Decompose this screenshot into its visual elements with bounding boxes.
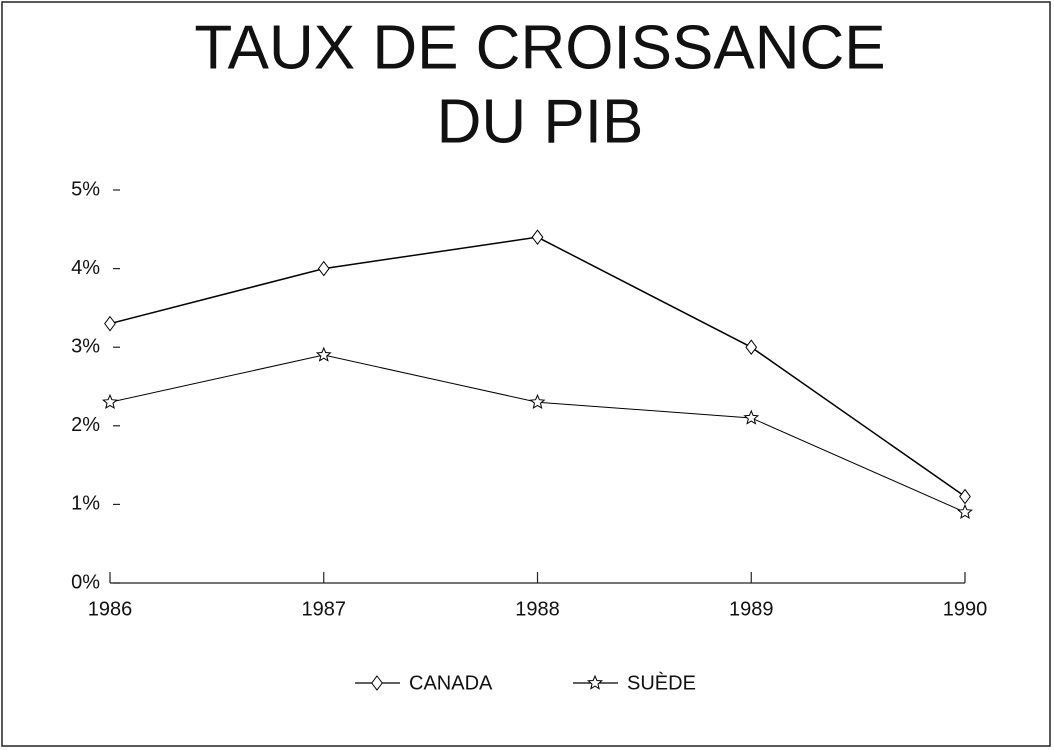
- legend-label: SUÈDE: [627, 671, 696, 694]
- y-tick-label: 4%: [71, 257, 100, 279]
- marker: [529, 393, 546, 409]
- chart-title: DU PIB: [437, 87, 644, 156]
- marker: [315, 346, 332, 362]
- legend-label: CANADA: [409, 672, 493, 694]
- y-tick-label: 5%: [71, 178, 100, 200]
- marker: [743, 409, 760, 425]
- legend-marker: [587, 674, 603, 690]
- marker: [531, 229, 544, 245]
- chart-title: TAUX DE CROISSANCE: [194, 13, 885, 82]
- y-tick-label: 0%: [71, 571, 100, 593]
- marker: [317, 260, 330, 277]
- marker: [745, 339, 758, 356]
- x-tick-label: 1988: [515, 598, 560, 620]
- legend-marker: [371, 675, 383, 691]
- marker: [957, 504, 973, 519]
- x-tick-label: 1987: [302, 598, 347, 620]
- marker: [102, 393, 118, 409]
- y-tick-label: 1%: [71, 493, 100, 515]
- y-tick-label: 2%: [71, 414, 100, 436]
- x-tick-label: 1989: [729, 598, 774, 620]
- marker: [959, 488, 971, 505]
- x-tick-label: 1990: [943, 598, 988, 620]
- marker: [104, 315, 116, 332]
- y-tick-label: 3%: [71, 335, 100, 357]
- x-tick-label: 1986: [88, 598, 133, 620]
